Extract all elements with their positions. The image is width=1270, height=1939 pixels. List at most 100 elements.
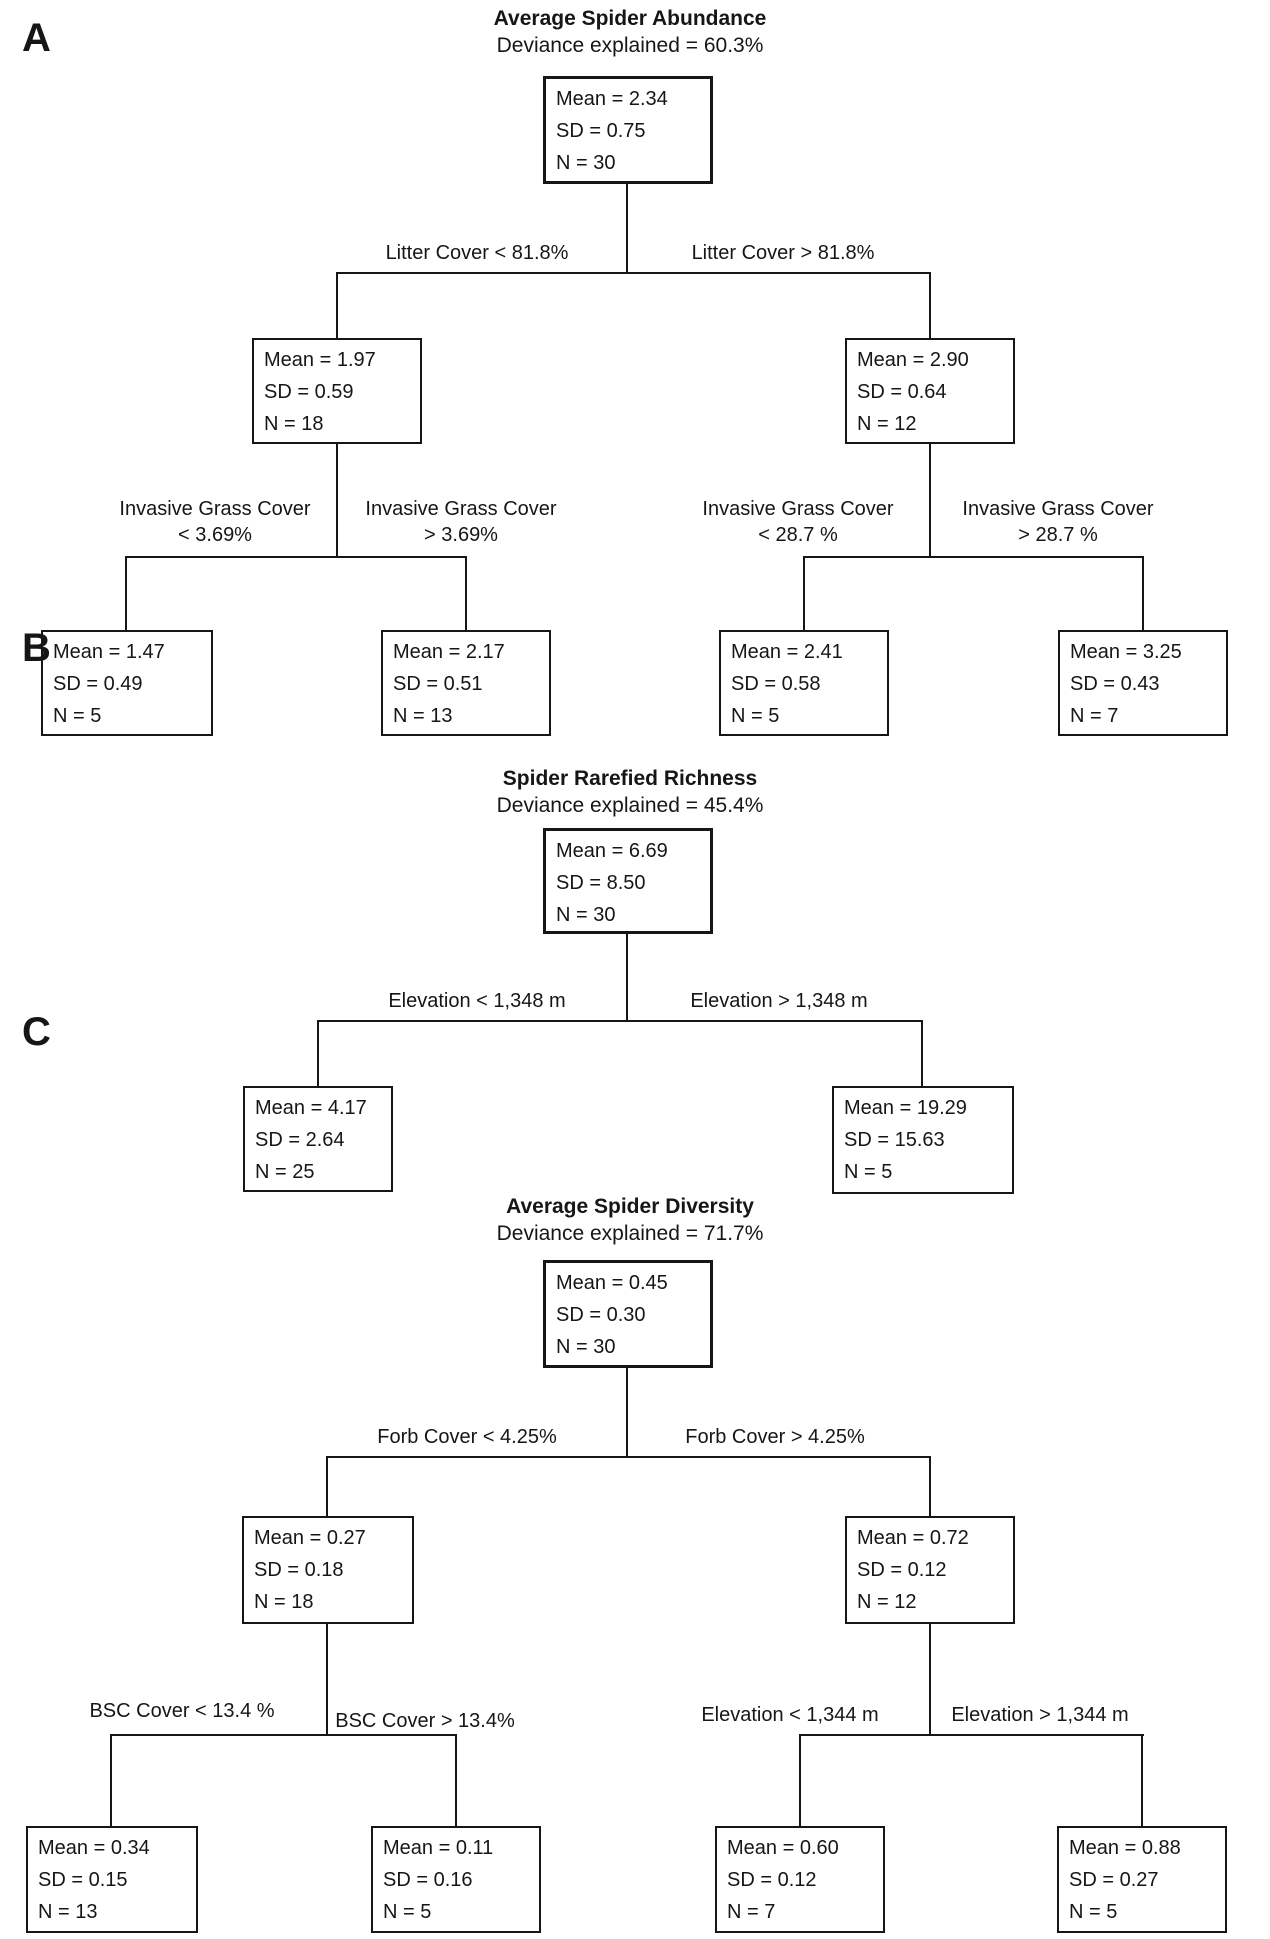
node-stat-n: N = 13 — [393, 705, 453, 727]
connector-line — [317, 1020, 319, 1088]
node-stat-sd: SD = 2.64 — [255, 1129, 345, 1151]
node-stat-sd: SD = 8.50 — [556, 872, 646, 894]
connector-line — [921, 1020, 923, 1088]
connector-line — [336, 272, 338, 340]
connector-line — [455, 1734, 457, 1828]
node-stat-n: N = 25 — [255, 1161, 315, 1183]
node-stat-mean: Mean = 0.60 — [727, 1837, 839, 1859]
tree-b-subtitle: Deviance explained = 45.4% — [496, 794, 764, 817]
tree-a-subtitle: Deviance explained = 60.3% — [496, 34, 764, 57]
node-stat-sd: SD = 0.30 — [556, 1304, 646, 1326]
node-stat-n: N = 18 — [254, 1591, 314, 1613]
node-stat-sd: SD = 15.63 — [844, 1129, 945, 1151]
connector-line — [1141, 1734, 1143, 1828]
leaf-c-4: Mean = 0.88 SD = 0.27 N = 5 — [1057, 1826, 1227, 1933]
node-stat-mean: Mean = 0.11 — [383, 1837, 494, 1859]
leaf-c-3: Mean = 0.60 SD = 0.12 N = 7 — [715, 1826, 885, 1933]
leaf-b-2: Mean = 19.29 SD = 15.63 N = 5 — [832, 1086, 1014, 1194]
node-stat-sd: SD = 0.49 — [53, 673, 143, 695]
leaf-c-2: Mean = 0.11 SD = 0.16 N = 5 — [371, 1826, 541, 1933]
node-stat-n: N = 7 — [1070, 705, 1119, 727]
connector-line — [929, 272, 931, 340]
node-stat-sd: SD = 0.27 — [1069, 1869, 1159, 1891]
split-c-bsc-left: BSC Cover < 13.4 % — [89, 1700, 275, 1722]
split-a-grass-ll: Invasive Grass Cover < 3.69% — [119, 496, 310, 548]
node-stat-sd: SD = 0.51 — [393, 673, 483, 695]
node-stat-n: N = 18 — [264, 413, 324, 435]
connector-line — [1142, 556, 1144, 632]
node-stat-mean: Mean = 4.17 — [255, 1097, 367, 1119]
leaf-b-1: Mean = 4.17 SD = 2.64 N = 25 — [243, 1086, 393, 1192]
split-a-litter-left: Litter Cover < 81.8% — [385, 242, 569, 264]
connector-line — [336, 444, 338, 558]
node-a-right: Mean = 2.90 SD = 0.64 N = 12 — [845, 338, 1015, 444]
node-stat-n: N = 30 — [556, 1336, 616, 1358]
connector-line — [125, 556, 467, 558]
split-line: < 3.69% — [178, 524, 252, 546]
split-a-litter-right: Litter Cover > 81.8% — [691, 242, 875, 264]
panel-a-letter: A — [22, 16, 51, 60]
node-stat-sd: SD = 0.16 — [383, 1869, 473, 1891]
node-stat-sd: SD = 0.12 — [727, 1869, 817, 1891]
split-line: Invasive Grass Cover — [962, 498, 1154, 520]
split-b-elevation-left: Elevation < 1,348 m — [388, 990, 566, 1012]
connector-line — [326, 1456, 931, 1458]
leaf-c-1: Mean = 0.34 SD = 0.15 N = 13 — [26, 1826, 198, 1933]
split-c-bsc-right: BSC Cover > 13.4% — [335, 1710, 515, 1732]
node-stat-n: N = 5 — [383, 1901, 432, 1923]
split-line: > 3.69% — [424, 524, 498, 546]
split-a-grass-rr: Invasive Grass Cover > 28.7 % — [962, 496, 1153, 548]
leaf-a-3: Mean = 2.41 SD = 0.58 N = 5 — [719, 630, 889, 736]
connector-line — [929, 1456, 931, 1518]
connector-line — [110, 1734, 457, 1736]
node-a-left: Mean = 1.97 SD = 0.59 N = 18 — [252, 338, 422, 444]
tree-c-title: Average Spider Diversity — [506, 1195, 754, 1218]
split-c-forb-left: Forb Cover < 4.25% — [377, 1426, 557, 1448]
connector-line — [626, 1368, 628, 1458]
connector-line — [799, 1734, 801, 1828]
node-stat-mean: Mean = 2.90 — [857, 349, 969, 371]
split-a-grass-lr: Invasive Grass Cover > 3.69% — [365, 496, 556, 548]
panel-b-letter: B — [22, 626, 51, 670]
node-stat-sd: SD = 0.18 — [254, 1559, 344, 1581]
connector-line — [803, 556, 1144, 558]
node-stat-n: N = 5 — [844, 1161, 893, 1183]
connector-line — [110, 1734, 112, 1828]
node-stat-n: N = 5 — [1069, 1901, 1118, 1923]
node-stat-mean: Mean = 1.47 — [53, 641, 165, 663]
split-line: Invasive Grass Cover — [702, 498, 894, 520]
node-a-root: Mean = 2.34 SD = 0.75 N = 30 — [543, 76, 713, 184]
node-stat-sd: SD = 0.12 — [857, 1559, 947, 1581]
split-b-elevation-right: Elevation > 1,348 m — [690, 990, 868, 1012]
connector-line — [626, 934, 628, 1022]
connector-line — [929, 1624, 931, 1736]
node-stat-n: N = 12 — [857, 413, 917, 435]
tree-b-title: Spider Rarefied Richness — [502, 767, 758, 790]
split-c-elevation-left: Elevation < 1,344 m — [701, 1704, 879, 1726]
node-stat-sd: SD = 0.75 — [556, 120, 646, 142]
node-stat-n: N = 5 — [731, 705, 780, 727]
node-c-left: Mean = 0.27 SD = 0.18 N = 18 — [242, 1516, 414, 1624]
tree-c-subtitle: Deviance explained = 71.7% — [496, 1222, 764, 1245]
node-stat-sd: SD = 0.59 — [264, 381, 354, 403]
node-stat-mean: Mean = 0.34 — [38, 1837, 150, 1859]
panel-c-letter: C — [22, 1010, 51, 1054]
node-stat-mean: Mean = 0.72 — [857, 1527, 969, 1549]
split-line: < 28.7 % — [758, 524, 838, 546]
connector-line — [799, 1734, 1144, 1736]
connector-line — [125, 556, 127, 632]
split-line: Invasive Grass Cover — [365, 498, 557, 520]
node-stat-sd: SD = 0.64 — [857, 381, 947, 403]
connector-line — [336, 272, 931, 274]
node-stat-n: N = 5 — [53, 705, 102, 727]
connector-line — [465, 556, 467, 632]
leaf-a-1: Mean = 1.47 SD = 0.49 N = 5 — [41, 630, 213, 736]
node-stat-mean: Mean = 1.97 — [264, 349, 376, 371]
split-line: Invasive Grass Cover — [119, 498, 311, 520]
node-stat-sd: SD = 0.15 — [38, 1869, 128, 1891]
node-stat-sd: SD = 0.43 — [1070, 673, 1160, 695]
node-stat-sd: SD = 0.58 — [731, 673, 821, 695]
node-stat-n: N = 12 — [857, 1591, 917, 1613]
node-stat-mean: Mean = 2.17 — [393, 641, 505, 663]
